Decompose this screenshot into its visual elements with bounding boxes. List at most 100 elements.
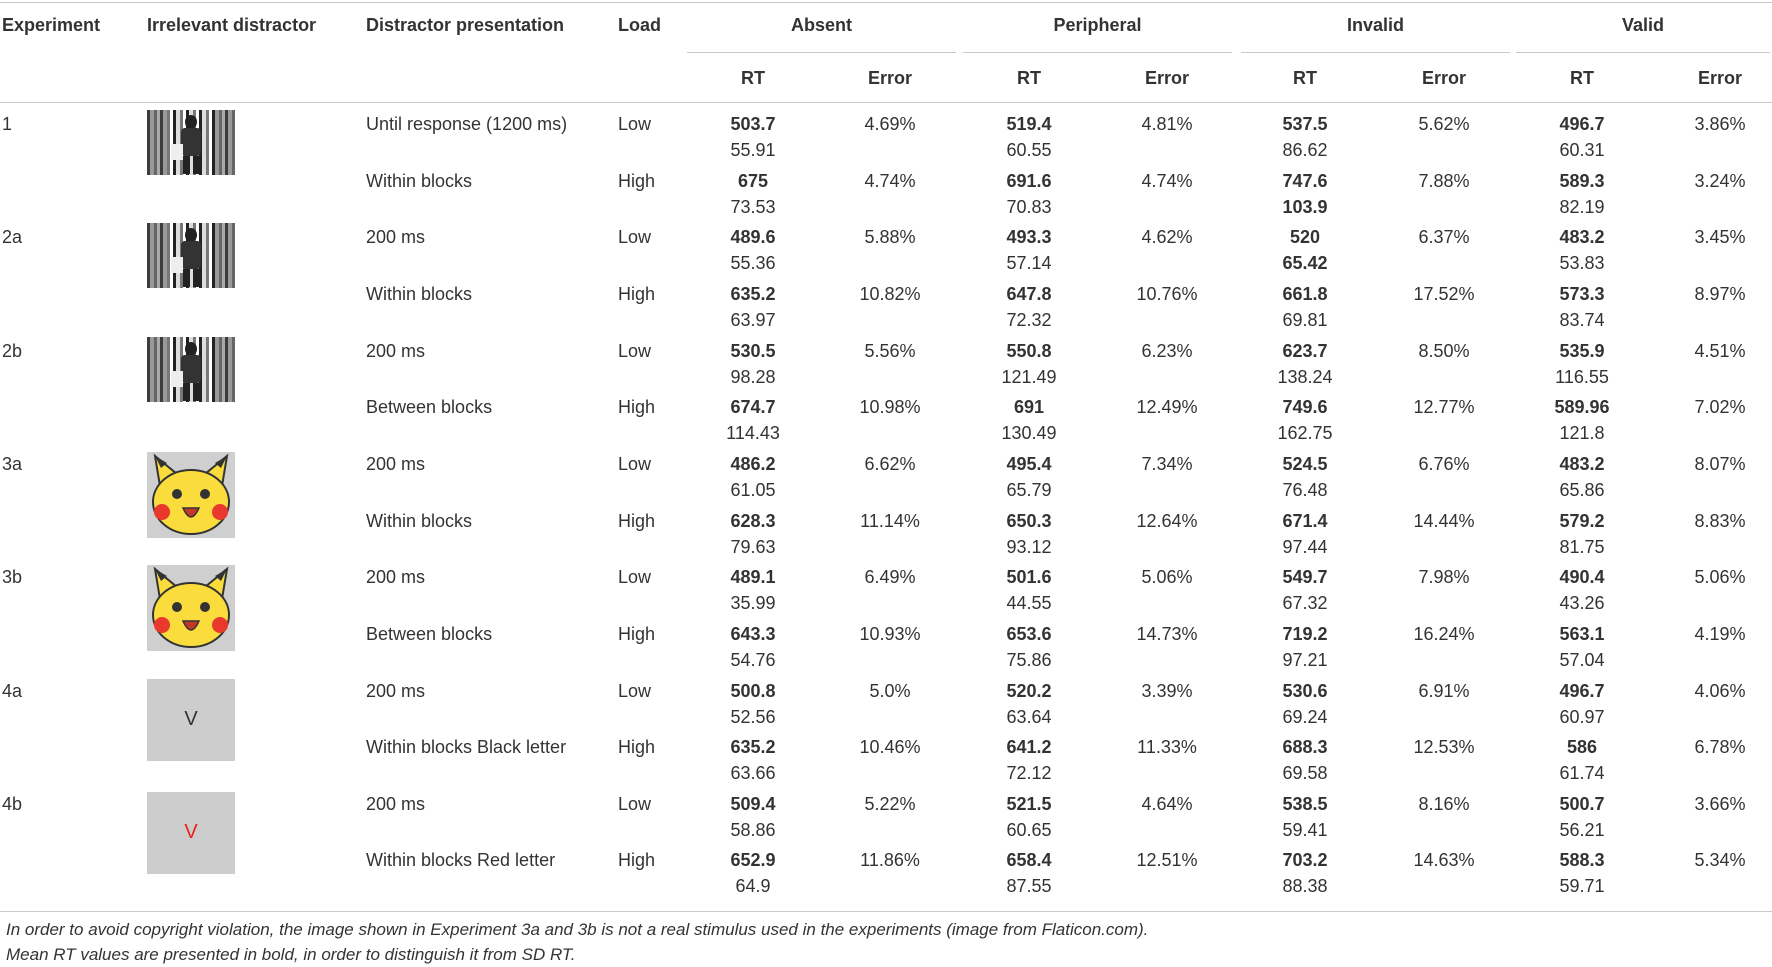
error-rate: 10.93% [859,623,921,644]
presentation: 200 ms [366,227,426,248]
error-rate: 16.24% [1413,623,1475,644]
error-rate: 8.07% [1694,453,1746,474]
rt-mean: 520 [1289,227,1321,248]
rt-mean: 589.96 [1554,397,1610,418]
presentation: Within blocks [366,510,473,531]
load: High [618,623,656,644]
rt-sd: 138.24 [1277,366,1333,387]
header-cell: Error [867,68,913,88]
rt-mean: 635.2 [730,283,776,304]
rt-mean: 503.7 [730,114,776,134]
stimulus-image [147,110,235,175]
header-group: Absent [790,15,853,35]
error-rate: 6.62% [864,453,916,474]
load: Low [618,453,652,474]
rt-sd: 63.64 [1006,706,1052,727]
header-cell: Irrelevant distractor [147,15,317,35]
rt-mean: 486.2 [730,453,776,474]
error-rate: 8.83% [1694,510,1746,531]
experiment-id: 3b [2,567,23,588]
error-rate: 3.45% [1694,227,1746,248]
error-rate: 10.82% [859,283,921,304]
header-cell: Load [618,15,661,35]
error-rate: 6.37% [1418,227,1470,248]
error-rate: 7.02% [1694,397,1746,418]
rt-sd: 57.04 [1559,649,1605,670]
rt-mean: 573.3 [1559,283,1605,304]
load: Low [618,567,652,588]
rt-mean: 501.6 [1006,567,1052,588]
error-rate: 4.74% [864,170,916,191]
rt-mean: 500.8 [730,680,776,701]
rt-sd: 59.71 [1559,876,1605,897]
error-rate: 4.19% [1694,623,1746,644]
presentation: 200 ms [366,453,426,474]
rt-sd: 103.9 [1282,196,1328,217]
rt-sd: 60.65 [1006,819,1052,840]
rt-sd: 69.24 [1282,706,1328,727]
rt-mean: 519.4 [1006,114,1052,134]
load: Low [618,227,652,248]
stimulus-image: V [147,791,235,874]
error-rate: 3.86% [1694,114,1746,134]
rt-mean: 579.2 [1559,510,1605,531]
rt-sd: 98.28 [730,366,776,387]
rt-sd: 44.55 [1006,593,1052,614]
rt-mean: 537.5 [1282,114,1328,134]
rt-sd: 55.36 [730,253,776,274]
header-group: Peripheral [1053,15,1142,35]
rt-mean: 483.2 [1559,227,1605,248]
rt-sd: 88.38 [1282,876,1328,897]
rt-sd: 58.86 [730,819,776,840]
error-rate: 5.22% [864,793,916,814]
photo-figure [147,336,235,402]
rt-mean: 496.7 [1559,114,1605,134]
error-rate: 12.64% [1136,510,1198,531]
rt-sd: 116.55 [1555,366,1609,387]
rt-sd: 97.21 [1282,649,1328,670]
rt-mean: 588.3 [1559,850,1605,871]
error-rate: 10.98% [859,397,921,418]
rt-sd: 114.43 [726,423,780,444]
rt-mean: 509.4 [730,793,776,814]
error-rate: 14.63% [1413,850,1475,871]
rt-sd: 55.91 [730,140,776,160]
error-rate: 8.16% [1418,793,1470,814]
error-rate: 6.23% [1141,340,1193,361]
rule [687,52,956,53]
rt-mean: 703.2 [1282,850,1328,871]
error-rate: 12.53% [1413,737,1475,758]
rt-mean: 530.5 [730,340,776,361]
rt-mean: 521.5 [1006,793,1052,814]
rt-sd: 70.83 [1006,196,1052,217]
rt-mean: 635.2 [730,737,776,758]
stimulus-image [147,223,235,289]
rt-sd: 60.31 [1559,140,1605,160]
error-rate: 8.97% [1694,283,1746,304]
load: High [618,397,656,418]
presentation: Between blocks [366,623,493,644]
error-rate: 6.78% [1694,737,1746,758]
rt-mean: 749.6 [1282,397,1328,418]
cartoon-face [152,566,230,649]
rt-sd: 67.32 [1282,593,1328,614]
header-cell: Error [1697,68,1743,88]
rt-sd: 72.32 [1006,309,1052,330]
error-rate: 14.44% [1413,510,1475,531]
rt-sd: 121.49 [1001,366,1057,387]
footnote: In order to avoid copyright violation, t… [6,920,1149,939]
rt-sd: 59.41 [1282,819,1328,840]
error-rate: 3.66% [1694,793,1746,814]
rt-sd: 52.56 [730,706,776,727]
rt-mean: 747.6 [1282,170,1328,191]
rt-sd: 53.83 [1559,253,1605,274]
header-cell: RT [1570,68,1594,88]
rt-mean: 658.4 [1006,850,1052,871]
rule [0,2,1772,3]
rt-mean: 524.5 [1282,453,1328,474]
error-rate: 8.50% [1418,340,1470,361]
rt-mean: 623.7 [1282,340,1328,361]
error-rate: 12.51% [1136,850,1198,871]
load: High [618,283,656,304]
stimulus-image [147,565,235,652]
